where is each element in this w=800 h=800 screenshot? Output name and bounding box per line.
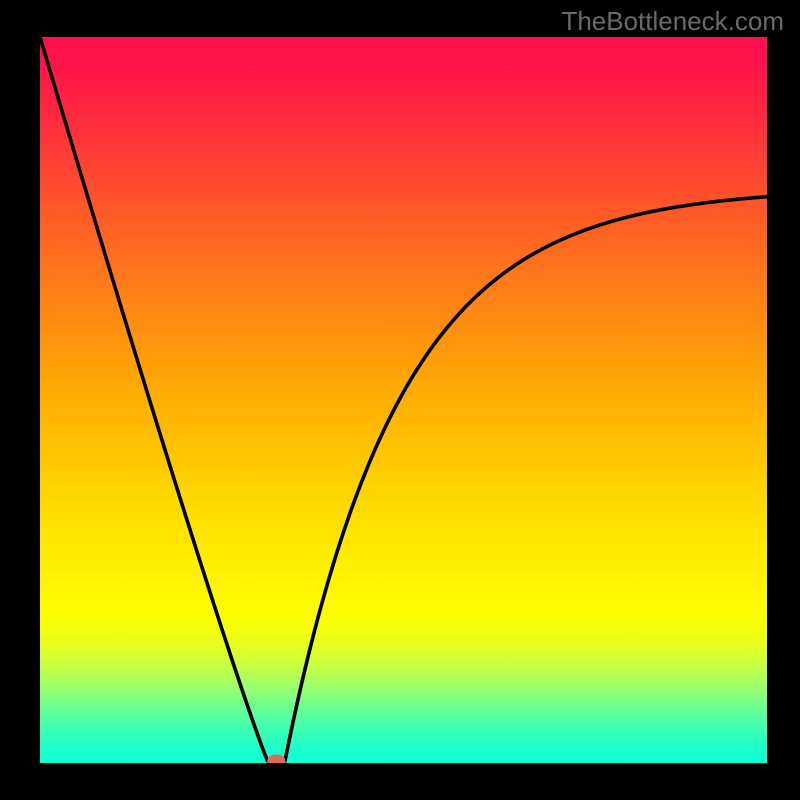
- watermark-text: TheBottleneck.com: [561, 6, 784, 37]
- plot-svg: [40, 37, 767, 763]
- plot-area: [40, 37, 767, 763]
